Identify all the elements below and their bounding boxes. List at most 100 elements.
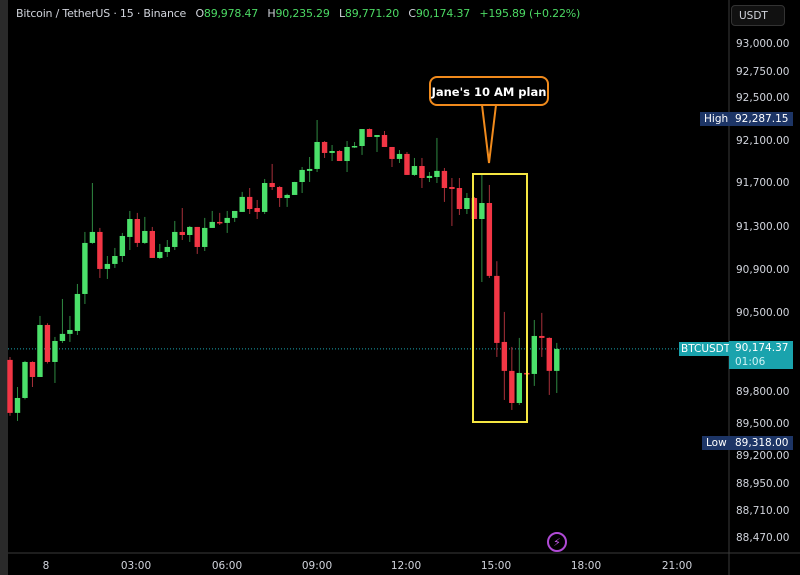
candle-body bbox=[209, 221, 215, 228]
candle bbox=[74, 283, 81, 335]
annotation-callout[interactable]: Jane's 10 AM plan bbox=[429, 76, 549, 106]
candle-body bbox=[187, 226, 193, 235]
candle-body bbox=[314, 141, 320, 169]
price-tick-label: 89,500.00 bbox=[736, 418, 789, 430]
candle-body bbox=[276, 187, 283, 199]
candle-body bbox=[344, 146, 350, 162]
candle-body bbox=[194, 226, 200, 247]
candle-body bbox=[127, 219, 133, 237]
candle bbox=[187, 225, 193, 242]
candle-body bbox=[321, 141, 328, 153]
candle bbox=[157, 243, 163, 259]
candle-body bbox=[59, 333, 66, 341]
candle-body bbox=[351, 145, 358, 148]
time-axis[interactable]: 8 03:00 06:00 09:00 12:00 15:00 18:00 21:00 bbox=[43, 560, 692, 572]
candle bbox=[404, 151, 410, 175]
candle bbox=[194, 226, 200, 254]
candle-body bbox=[164, 246, 170, 252]
candle-body bbox=[7, 359, 13, 413]
candle-body bbox=[291, 182, 298, 195]
candle bbox=[172, 220, 178, 251]
candle-body bbox=[202, 227, 208, 247]
candle bbox=[59, 298, 66, 343]
candle bbox=[494, 261, 500, 357]
time-tick-label: 15:00 bbox=[481, 560, 511, 572]
currency-button[interactable]: USDT bbox=[731, 5, 785, 26]
candle-body bbox=[366, 129, 373, 137]
candle-body bbox=[411, 166, 418, 175]
candle bbox=[396, 150, 403, 163]
price-axis[interactable]: 93,000.00 92,750.00 92,500.00 92,100.00 91,7… bbox=[736, 38, 789, 544]
candle-body bbox=[89, 231, 96, 243]
price-tick-label: 92,500.00 bbox=[736, 92, 789, 104]
candle-body bbox=[104, 263, 111, 269]
candle bbox=[479, 174, 485, 282]
candle-body bbox=[381, 135, 388, 147]
candle bbox=[441, 167, 448, 202]
candle-countdown: 01:06 bbox=[735, 356, 766, 368]
candle bbox=[269, 163, 275, 190]
candle bbox=[7, 356, 13, 416]
candle bbox=[314, 119, 320, 173]
candle-body bbox=[396, 153, 403, 159]
low-label: L bbox=[338, 7, 345, 20]
candle-body bbox=[246, 196, 253, 209]
candle bbox=[486, 184, 493, 278]
candle bbox=[464, 193, 470, 214]
time-tick-label: 18:00 bbox=[571, 560, 601, 572]
candle-body bbox=[434, 170, 440, 178]
time-tick-label: 21:00 bbox=[662, 560, 692, 572]
candle-body bbox=[329, 151, 335, 153]
low-value: 89,771.20 bbox=[344, 7, 400, 20]
candle bbox=[246, 187, 253, 214]
candle bbox=[471, 197, 478, 220]
candle-body bbox=[269, 182, 275, 188]
close-value: 90,174.37 bbox=[415, 7, 471, 20]
candle-body bbox=[494, 275, 500, 343]
candle bbox=[419, 157, 425, 188]
lightning-icon[interactable]: ⚡ bbox=[547, 532, 567, 552]
candle-body bbox=[157, 251, 163, 258]
candle-body bbox=[554, 348, 560, 371]
candle-body bbox=[479, 203, 485, 220]
candle bbox=[209, 210, 215, 228]
candle-body bbox=[142, 230, 148, 243]
time-tick-label: 12:00 bbox=[391, 560, 421, 572]
candle bbox=[501, 311, 508, 400]
high-marker-label: High bbox=[700, 112, 732, 126]
candle-body bbox=[486, 203, 493, 276]
candle-body bbox=[239, 196, 245, 212]
callout-pointer bbox=[481, 104, 497, 164]
candle bbox=[276, 186, 283, 207]
candle bbox=[381, 130, 388, 147]
candle bbox=[52, 336, 58, 383]
candle-body bbox=[464, 198, 470, 209]
candles bbox=[7, 119, 560, 421]
candle-body bbox=[501, 341, 508, 371]
candle bbox=[426, 172, 433, 183]
symbol-header: Bitcoin / TetherUS · 15 · Binance O89,97… bbox=[16, 7, 580, 20]
candle bbox=[291, 181, 298, 195]
candle-body bbox=[134, 219, 141, 243]
candle bbox=[112, 247, 118, 268]
candle bbox=[149, 226, 156, 258]
candle bbox=[434, 137, 440, 183]
candle bbox=[224, 210, 230, 233]
candle-body bbox=[67, 329, 73, 334]
candle bbox=[344, 140, 350, 173]
close-label: C bbox=[408, 7, 416, 20]
candle bbox=[44, 323, 51, 364]
candle-body bbox=[426, 175, 433, 178]
candle-body bbox=[336, 151, 343, 162]
candle bbox=[239, 191, 245, 212]
high-label: H bbox=[267, 7, 276, 20]
candle bbox=[321, 140, 328, 158]
price-tick-label: 93,000.00 bbox=[736, 38, 789, 50]
candle-body bbox=[119, 235, 126, 256]
candle-body bbox=[456, 187, 463, 209]
candle-body bbox=[284, 194, 290, 199]
candle bbox=[456, 177, 463, 215]
candle-body bbox=[112, 255, 118, 264]
open-label: O bbox=[195, 7, 204, 20]
